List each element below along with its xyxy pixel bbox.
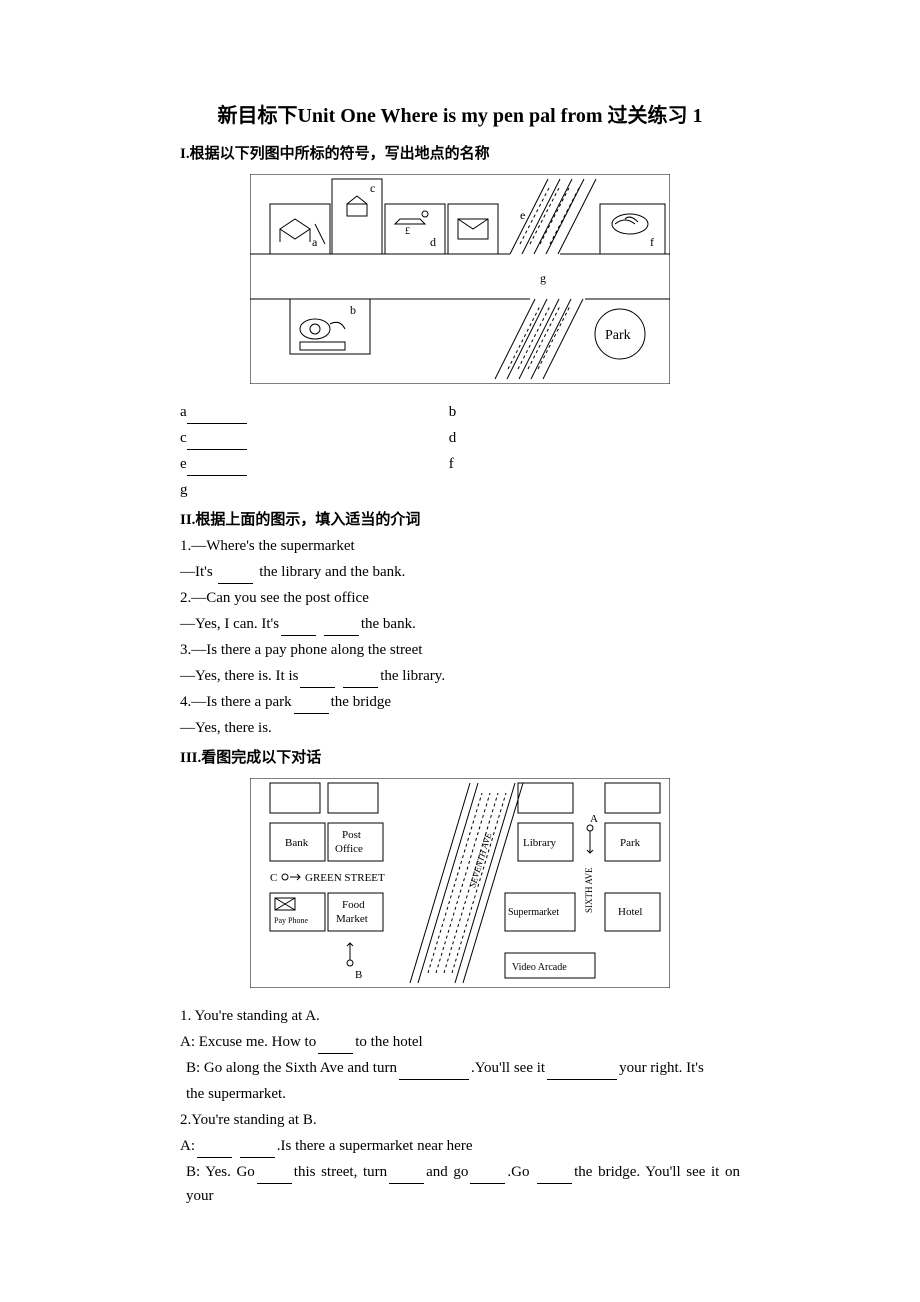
s3q2b-blank4[interactable] bbox=[537, 1183, 572, 1184]
svg-text:Supermarket: Supermarket bbox=[508, 907, 559, 918]
s3q1b-pre: B: Go along the Sixth Ave and turn bbox=[186, 1060, 397, 1076]
svg-text:Hotel: Hotel bbox=[618, 906, 642, 918]
map2-svg: Bank Post Office Library Park C GREEN ST… bbox=[250, 778, 670, 988]
section1-header: I.根据以下列图中所标的符号，写出地点的名称 bbox=[180, 142, 740, 166]
s3-q1-intro: 1. You're standing at A. bbox=[180, 1004, 740, 1028]
q3b-blank2[interactable] bbox=[343, 687, 378, 688]
map1-container: a c d £ e f bbox=[180, 174, 740, 392]
s3-q2-intro: 2.You're standing at B. bbox=[180, 1108, 740, 1132]
s3q2b-blank3[interactable] bbox=[470, 1183, 505, 1184]
blank-g: g bbox=[180, 478, 740, 502]
s3q2a-pre: A: bbox=[180, 1138, 195, 1154]
q2b-blank2[interactable] bbox=[324, 635, 359, 636]
svg-text:Park: Park bbox=[605, 328, 631, 343]
s3q1a-post: to the hotel bbox=[355, 1034, 423, 1050]
s3q1a-pre: A: Excuse me. How to bbox=[180, 1034, 316, 1050]
svg-text:SIXTH AVE: SIXTH AVE bbox=[584, 867, 594, 913]
q2b-blank1[interactable] bbox=[281, 635, 316, 636]
svg-text:A: A bbox=[590, 813, 598, 825]
s3q1b-post: your right. It's bbox=[619, 1060, 704, 1076]
q4a: 4.—Is there a park the bridge bbox=[180, 690, 740, 714]
blank-g-label: g bbox=[180, 482, 188, 498]
section2-header: II.根据上面的图示，填入适当的介词 bbox=[180, 508, 740, 532]
svg-text:Pay Phone: Pay Phone bbox=[274, 916, 308, 925]
s3-q2-a: A: .Is there a supermarket near here bbox=[180, 1134, 740, 1158]
s3q2b-3: .Go bbox=[507, 1164, 535, 1180]
q4a-post: the bridge bbox=[331, 694, 391, 710]
q1a: 1.—Where's the supermarket bbox=[180, 534, 740, 558]
s3q2b-1: this street, turn bbox=[294, 1164, 387, 1180]
s3q2b-2: and go bbox=[426, 1164, 468, 1180]
s3-q1-bend: the supermarket. bbox=[180, 1082, 740, 1106]
svg-text:f: f bbox=[650, 235, 654, 249]
page-title: 新目标下Unit One Where is my pen pal from 过关… bbox=[180, 100, 740, 132]
svg-text:GREEN STREET: GREEN STREET bbox=[305, 872, 385, 884]
svg-text:C: C bbox=[270, 872, 277, 884]
s3q2b-blank1[interactable] bbox=[257, 1183, 292, 1184]
q2b-pre: —Yes, I can. It's bbox=[180, 616, 279, 632]
svg-text:Post: Post bbox=[342, 829, 361, 841]
map2-container: Bank Post Office Library Park C GREEN ST… bbox=[180, 778, 740, 996]
s3q2a-post: .Is there a supermarket near here bbox=[277, 1138, 473, 1154]
s3-q1-b: B: Go along the Sixth Ave and turn .You'l… bbox=[180, 1056, 740, 1080]
blank-e-line[interactable] bbox=[187, 475, 247, 476]
q1b: —It's the library and the bank. bbox=[180, 560, 740, 584]
s3q2b-pre: B: Yes. Go bbox=[186, 1164, 255, 1180]
s3q2a-blank2[interactable] bbox=[240, 1157, 275, 1158]
svg-text:Food: Food bbox=[342, 899, 365, 911]
q4b: —Yes, there is. bbox=[180, 716, 740, 740]
svg-text:d: d bbox=[430, 235, 436, 249]
blank-row-ef: e f bbox=[180, 452, 740, 476]
s3q1b-blank1[interactable] bbox=[399, 1079, 469, 1080]
blank-row-cd: c d bbox=[180, 426, 740, 450]
s3q1b-blank2[interactable] bbox=[547, 1079, 617, 1080]
q4a-pre: 4.—Is there a park bbox=[180, 694, 292, 710]
svg-text:Office: Office bbox=[335, 843, 363, 855]
map1-svg: a c d £ e f bbox=[250, 174, 670, 384]
blank-e-label: e bbox=[180, 456, 187, 472]
svg-text:£: £ bbox=[405, 226, 410, 237]
svg-text:c: c bbox=[370, 181, 375, 195]
q3b: —Yes, there is. It is the library. bbox=[180, 664, 740, 688]
blank-a-line[interactable] bbox=[187, 423, 247, 424]
q1b-pre: —It's bbox=[180, 564, 216, 580]
section3-header: III.看图完成以下对话 bbox=[180, 746, 740, 770]
blank-f-label: f bbox=[449, 456, 454, 472]
s3-q1-a: A: Excuse me. How to to the hotel bbox=[180, 1030, 740, 1054]
q1b-blank[interactable] bbox=[218, 583, 253, 584]
s3-q2-b: B: Yes. Gothis street, turnand go.Go the… bbox=[180, 1160, 740, 1208]
svg-text:Bank: Bank bbox=[285, 837, 309, 849]
s3q2a-blank1[interactable] bbox=[197, 1157, 232, 1158]
q4a-blank[interactable] bbox=[294, 713, 329, 714]
svg-text:e: e bbox=[520, 208, 525, 222]
q2a: 2.—Can you see the post office bbox=[180, 586, 740, 610]
svg-text:Video Arcade: Video Arcade bbox=[512, 962, 567, 973]
svg-text:SEVENTH AVE: SEVENTH AVE bbox=[467, 831, 493, 889]
blank-c-line[interactable] bbox=[187, 449, 247, 450]
blank-a-label: a bbox=[180, 404, 187, 420]
s3q2b-blank2[interactable] bbox=[389, 1183, 424, 1184]
svg-text:Market: Market bbox=[336, 913, 368, 925]
q3a: 3.—Is there a pay phone along the street bbox=[180, 638, 740, 662]
q3b-post: the library. bbox=[380, 668, 445, 684]
blank-b-label: b bbox=[449, 404, 457, 420]
svg-text:a: a bbox=[312, 235, 318, 249]
blank-c-label: c bbox=[180, 430, 187, 446]
s3q1b-mid: .You'll see it bbox=[471, 1060, 545, 1076]
q3b-blank1[interactable] bbox=[300, 687, 335, 688]
svg-text:B: B bbox=[355, 969, 362, 981]
q2b: —Yes, I can. It's the bank. bbox=[180, 612, 740, 636]
svg-text:g: g bbox=[540, 271, 546, 285]
blank-row-ab: a b bbox=[180, 400, 740, 424]
blank-d-label: d bbox=[449, 430, 457, 446]
q2b-post: the bank. bbox=[361, 616, 416, 632]
s3q1a-blank[interactable] bbox=[318, 1053, 353, 1054]
svg-text:Park: Park bbox=[620, 837, 641, 849]
svg-text:b: b bbox=[350, 303, 356, 317]
q3b-pre: —Yes, there is. It is bbox=[180, 668, 298, 684]
svg-text:Library: Library bbox=[523, 837, 556, 849]
q1b-post: the library and the bank. bbox=[255, 564, 405, 580]
